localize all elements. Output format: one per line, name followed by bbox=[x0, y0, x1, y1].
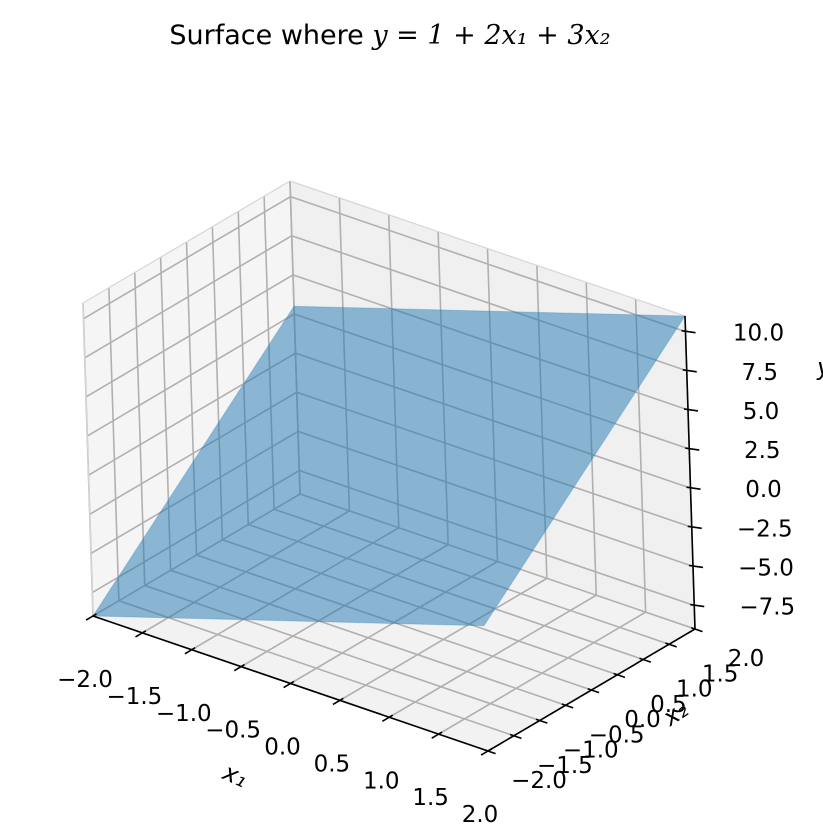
pane-edge bbox=[289, 180, 686, 317]
y-tick-label: −7.5 bbox=[739, 595, 795, 621]
y-tick-label: 0.0 bbox=[745, 477, 782, 503]
x2-tick-mark bbox=[690, 626, 703, 633]
x2-tick-mark bbox=[665, 642, 677, 648]
y-tick-mark bbox=[682, 368, 697, 373]
y-tick-mark bbox=[685, 447, 700, 451]
y-axis-label: y bbox=[816, 353, 823, 381]
left-grid-line-y bbox=[84, 235, 293, 359]
x2-tick-label: 0.5 bbox=[650, 692, 687, 718]
x2-tick-mark bbox=[483, 748, 496, 755]
x2-tick-mark bbox=[639, 657, 652, 663]
x1-tick-mark bbox=[431, 731, 443, 739]
y-tick-label: −5.0 bbox=[738, 555, 794, 581]
left-grid-line-y bbox=[85, 274, 294, 398]
x1-tick-label: 0.5 bbox=[314, 751, 351, 777]
x2-tick-mark bbox=[613, 672, 626, 679]
pane-edge bbox=[82, 302, 94, 617]
x1-tick-mark bbox=[381, 714, 394, 723]
x1-tick-label: −1.5 bbox=[106, 684, 162, 710]
x1-tick-mark bbox=[85, 613, 97, 621]
floor-grid-line-x2 bbox=[118, 599, 515, 737]
y-tick-mark bbox=[686, 486, 701, 490]
x1-tick-mark bbox=[283, 680, 295, 689]
x2-tick-label: −0.5 bbox=[589, 722, 645, 748]
y-axis-line bbox=[684, 315, 696, 630]
x1-tick-label: 1.5 bbox=[412, 785, 449, 811]
x1-tick-mark bbox=[233, 663, 245, 672]
left-grid-line-y bbox=[86, 313, 295, 437]
left-grid-line-x2 bbox=[108, 287, 120, 601]
back-grid-line-y bbox=[290, 195, 686, 333]
chart-title-formula: y = 1 + 2x₁ + 3x₂ bbox=[371, 20, 610, 51]
x1-tick-label: 2.0 bbox=[462, 802, 499, 828]
y-tick-mark bbox=[688, 564, 704, 569]
y-tick-label: −2.5 bbox=[737, 516, 793, 542]
x2-tick-label: −1.5 bbox=[537, 753, 593, 779]
axis-lines bbox=[85, 315, 705, 756]
x2-tick-label: −2.0 bbox=[511, 768, 567, 794]
x2-tick-mark bbox=[561, 703, 574, 709]
y-tick-mark bbox=[687, 525, 702, 530]
x2-tick-label: 1.5 bbox=[702, 661, 739, 687]
x1-tick-mark bbox=[135, 630, 147, 638]
x1-tick-label: −2.0 bbox=[57, 667, 113, 693]
chart-title: Surface where y = 1 + 2x₁ + 3x₂ bbox=[169, 20, 610, 51]
y-tick-mark bbox=[683, 408, 699, 412]
x2-tick-mark bbox=[509, 733, 522, 740]
x2-tick-label: 2.0 bbox=[728, 646, 765, 672]
x1-tick-label: −1.0 bbox=[156, 701, 212, 727]
left-grid-line-x2 bbox=[133, 272, 146, 586]
x1-tick-label: −0.5 bbox=[205, 718, 261, 744]
x1-axis-label: x₁ bbox=[218, 758, 252, 794]
tick-labels: −2.0−1.5−1.0−0.50.00.51.01.52.0−2.0−1.5−… bbox=[57, 321, 795, 828]
y-tick-mark bbox=[690, 603, 705, 608]
left-grid-line-y bbox=[83, 195, 291, 320]
y-tick-label: 10.0 bbox=[733, 321, 784, 347]
x2-tick-mark bbox=[587, 687, 600, 694]
x2-tick-label: 1.0 bbox=[676, 677, 713, 703]
x2-tick-label: −1.0 bbox=[563, 738, 619, 764]
x2-tick-label: 0.0 bbox=[624, 707, 661, 733]
y-tick-mark bbox=[681, 329, 696, 334]
chart-title-prefix: Surface where bbox=[169, 20, 372, 51]
x2-tick-mark bbox=[535, 718, 548, 724]
x1-tick-label: 0.0 bbox=[264, 735, 301, 761]
x1-tick-mark bbox=[184, 647, 196, 655]
y-tick-label: 7.5 bbox=[741, 360, 778, 386]
x1-tick-mark bbox=[332, 697, 344, 706]
pane-edge bbox=[82, 180, 291, 304]
y-tick-label: 5.0 bbox=[743, 399, 780, 425]
y-tick-label: 2.5 bbox=[744, 438, 781, 464]
x1-tick-label: 1.0 bbox=[363, 768, 400, 794]
